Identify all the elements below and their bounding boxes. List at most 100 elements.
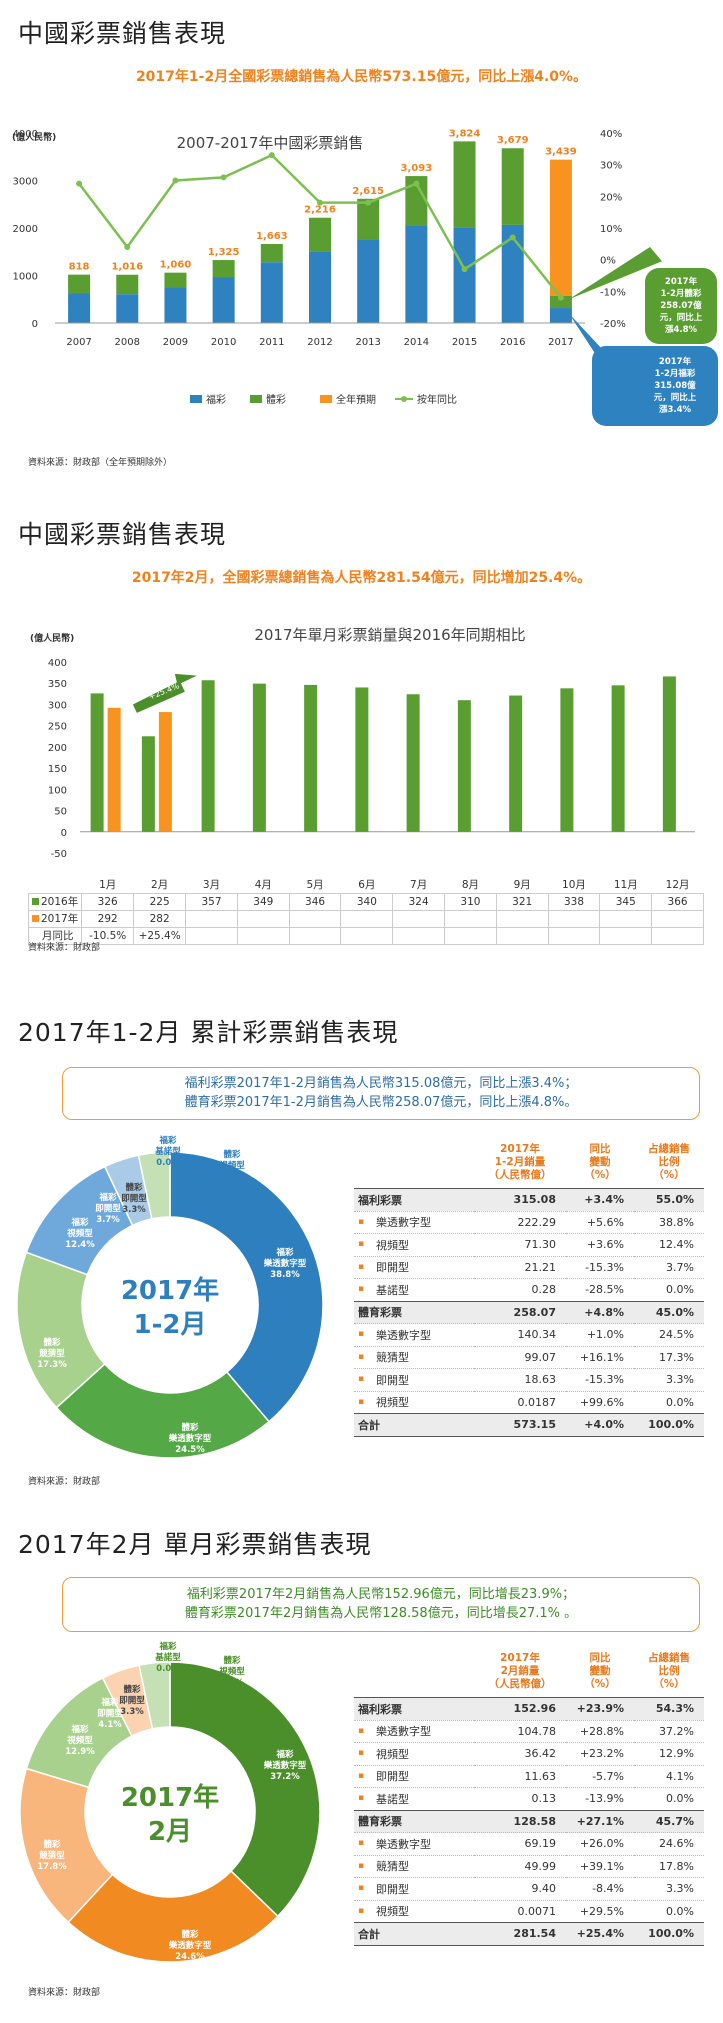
bar-total-label: 3,439: [545, 147, 577, 158]
table-cell: 338: [547, 892, 601, 911]
callout-welfare: [592, 346, 718, 426]
pie-slice-label: 福彩基諾型 0.0%: [154, 1641, 181, 1674]
table-cell: [599, 926, 653, 945]
y-axis-label: (億人民幣): [30, 632, 74, 644]
row-sales: 315.08: [474, 1188, 566, 1212]
bar-total-label: 1,325: [208, 247, 240, 258]
row-share: 3.3%: [634, 1877, 704, 1901]
pie-slice: [55, 1362, 271, 1459]
row-share: 100.0%: [634, 1922, 704, 1946]
row-sales: 281.54: [474, 1922, 566, 1946]
section1-subtitle: 2017年1-2月全國彩票總銷售為人民幣573.15億元，同比上漲4.0%。: [135, 69, 588, 85]
row-name: 福利彩票: [354, 1697, 474, 1721]
row-name: 樂透數字型: [354, 1832, 474, 1856]
table-cell: [495, 926, 549, 945]
legend-label: 按年同比: [417, 393, 457, 406]
pie-slice-label: 福彩樂透數字型 37.2%: [264, 1749, 307, 1782]
row-change: +16.1%: [566, 1346, 634, 1369]
row-label: 月同比: [27, 926, 83, 945]
growth-arrow: [132, 673, 197, 713]
row-name: 基諾型: [354, 1787, 474, 1811]
y-tick-label: 2000: [13, 224, 38, 235]
header-sales: 2017年 1-2月銷量 （人民幣億）: [488, 1143, 552, 1181]
pie-slice-label: 福彩視頻型 12.4%: [65, 1217, 95, 1250]
bar-welfare: [68, 293, 91, 323]
row-sales: 69.19: [474, 1832, 566, 1856]
month-header: 3月: [202, 878, 221, 891]
header-sales: 2017年 2月銷量 （人民幣億）: [488, 1652, 552, 1690]
bar-2016: [457, 700, 471, 832]
row-change: +4.8%: [566, 1300, 634, 1324]
table-cell: [599, 909, 653, 928]
table-cell: 357: [185, 892, 238, 911]
section2-subtitle: 2017年2月，全國彩票總銷售為人民幣281.54億元，同比增加25.4%。: [131, 570, 592, 586]
y-tick-label: 4000: [13, 129, 38, 140]
x-tick-label: 2011: [259, 337, 284, 348]
row-share: 0.0%: [634, 1278, 704, 1302]
table-cell: -10.5%: [81, 926, 135, 945]
bar-total-label: 3,093: [401, 163, 433, 174]
bar-2016: [90, 693, 104, 832]
row-change: -8.4%: [566, 1877, 634, 1901]
pie-slice-label: 體彩競猜型 17.8%: [37, 1839, 67, 1872]
pie-slice: [138, 1661, 171, 1730]
pie-center-label: 2017年 1-2月: [121, 1275, 219, 1340]
annual-sales-chart: 2007-2017年中國彩票銷售 (億人民幣) 0 1000 2000 3000 4000 4…: [12, 128, 718, 426]
row-share: 4.1%: [634, 1765, 704, 1788]
bar-sports: [405, 176, 428, 226]
yoy-point: [413, 180, 420, 187]
yoy-point: [365, 199, 372, 206]
month-header: 6月: [358, 878, 376, 891]
legend-label: 全年預期: [336, 393, 376, 406]
row-share: 54.3%: [634, 1697, 704, 1721]
table-cell: 324: [392, 892, 446, 911]
bar-sports: [357, 198, 380, 240]
summary-line-sports: 體育彩票2017年1-2月銷售為人民幣258.07億元，同比上漲4.8%。: [184, 1095, 578, 1110]
row-sales: 71.30: [474, 1233, 566, 1257]
pie-slice-label: 福彩即開型 3.7%: [95, 1192, 121, 1225]
legend-swatch: [250, 395, 262, 403]
month-pie-chart: 福彩樂透數字型 37.2% 體彩樂透數字型 24.6% 體彩競猜型 17.8% 福彩視頻型 1…: [19, 1641, 321, 1963]
row-share: 0.0%: [634, 1900, 704, 1923]
table-cell: [392, 909, 446, 928]
bar-sports: [116, 274, 139, 295]
row-name: 即開型: [354, 1368, 474, 1392]
ytd-sales-table: 2017年 1-2月銷量 （人民幣億） 同比 變動 （%） 占總銷售 比例 （%） 福利彩票 315…: [354, 1141, 704, 1437]
row-share: 55.0%: [634, 1188, 704, 1212]
row-sales: 0.28: [474, 1278, 566, 1302]
yoy-point: [268, 152, 275, 159]
header-change: 同比 變動 （%）: [584, 1143, 616, 1181]
yoy-point: [317, 199, 323, 206]
bar-total-label: 1,663: [256, 231, 288, 242]
bar-sports: [68, 274, 91, 294]
yoy-point: [509, 234, 516, 241]
section2-title: 中國彩票銷售表現: [18, 520, 227, 549]
row-change: +3.4%: [566, 1188, 634, 1212]
table-row: 月同比 -10.5% +25.4%: [27, 926, 704, 945]
table-cell: [340, 926, 394, 945]
bar-expected: [549, 159, 572, 296]
x-tick-label: 2014: [404, 337, 429, 348]
bar-welfare: [549, 308, 572, 323]
bar-sports: [453, 141, 476, 228]
row-share: 24.6%: [634, 1832, 704, 1856]
bar-2016: [560, 688, 574, 832]
bar-sports: [309, 217, 331, 252]
bar-total-label: 2,615: [352, 186, 384, 197]
summary-line-sports: 體育彩票2017年2月銷售為人民幣128.58億元，同比增長27.1% 。: [184, 1606, 578, 1621]
row-name: 基諾型: [354, 1278, 474, 1302]
bar-welfare: [260, 262, 283, 323]
y-tick-label: 300: [48, 700, 67, 711]
row-change: +23.9%: [566, 1697, 634, 1721]
section3-title: 2017年1-2月 累計彩票銷售表現: [18, 1018, 399, 1047]
row-name: 視頻型: [354, 1233, 474, 1257]
x-tick-label: 2013: [355, 337, 380, 348]
pie-slice-label: 體彩樂透數字型 24.5%: [169, 1422, 212, 1455]
x-tick-label: 2007: [66, 337, 91, 348]
